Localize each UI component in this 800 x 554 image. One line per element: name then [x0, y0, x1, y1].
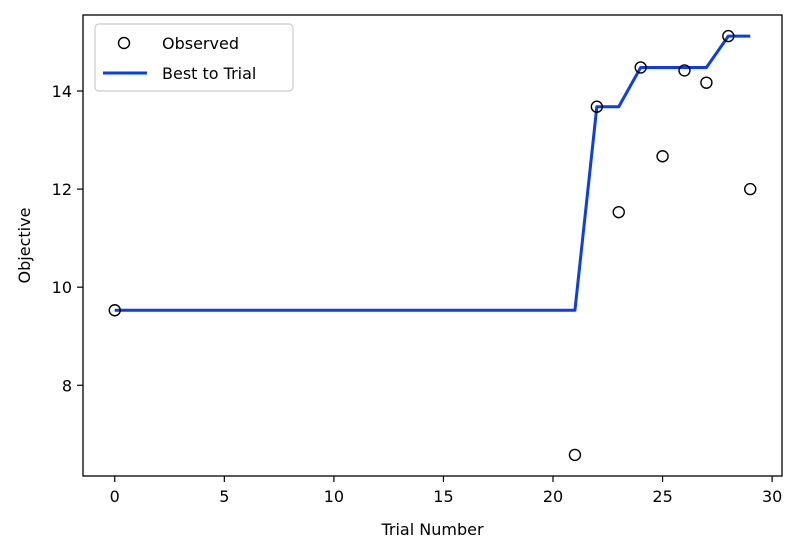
y-tick-label: 12 [52, 180, 72, 199]
legend-label: Observed [162, 34, 239, 53]
best-to-trial-line [114, 34, 751, 312]
y-tick-label: 10 [52, 278, 72, 297]
observed-point [612, 205, 625, 219]
plot-area [108, 29, 757, 462]
observed-point [634, 61, 647, 74]
observed-point [722, 29, 735, 43]
legend-marker-observed [117, 36, 131, 50]
x-tick-label: 15 [433, 487, 453, 506]
x-tick-label: 25 [652, 487, 672, 506]
observed-point [656, 150, 669, 163]
observed-point [678, 64, 691, 77]
x-tick-label: 30 [762, 487, 782, 506]
observed-point [590, 100, 604, 113]
x-tick-label: 10 [324, 487, 344, 506]
axes-frame [82, 14, 783, 477]
observed-point [700, 76, 713, 89]
x-axis-label: Trial Number [380, 520, 483, 539]
x-tick-label: 5 [219, 487, 229, 506]
legend-label: Best to Trial [162, 64, 256, 83]
legend: Observed Best to Trial [94, 23, 294, 92]
observed-point [108, 304, 121, 317]
observed-point [568, 448, 582, 462]
x-tick-label: 0 [110, 487, 120, 506]
x-tick-label: 20 [543, 487, 563, 506]
axes: 0 5 10 15 20 25 30 8 10 12 14 [52, 14, 783, 506]
y-axis-label: Objective [15, 208, 34, 284]
observed-point [744, 182, 757, 196]
y-tick-label: 14 [52, 82, 72, 101]
y-tick-label: 8 [62, 376, 72, 395]
